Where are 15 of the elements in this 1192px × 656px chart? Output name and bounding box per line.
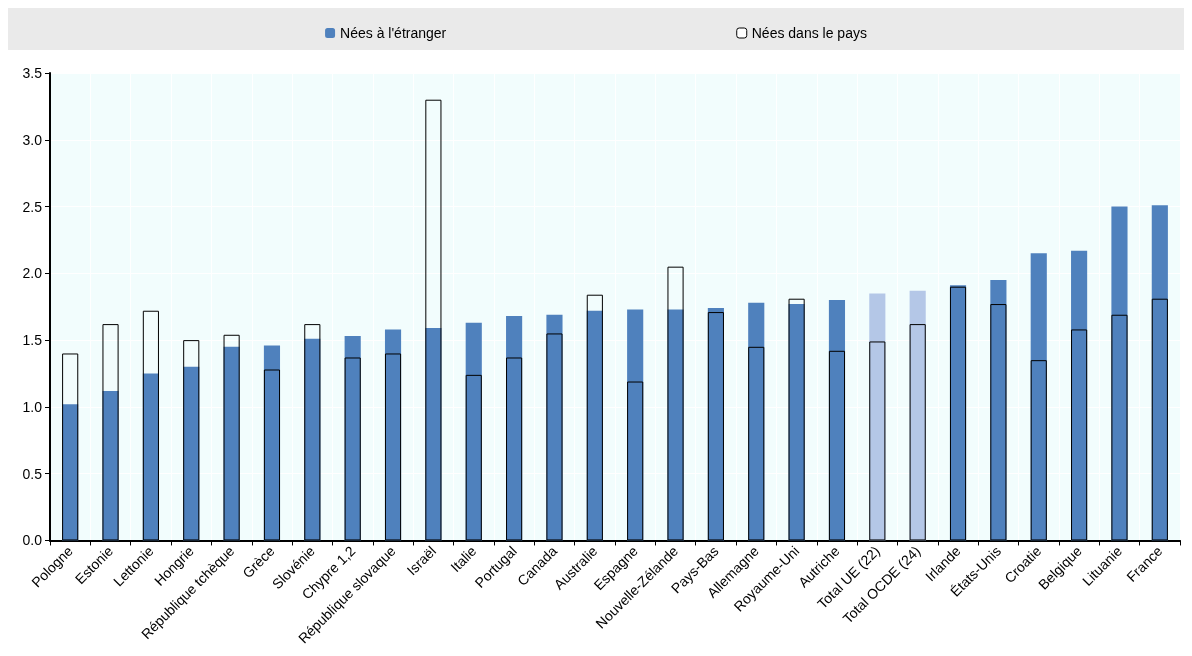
bar [869,293,886,541]
bar [1151,205,1168,541]
y-tick-label: 2.5 [22,198,43,215]
y-tick-label: 1.5 [22,332,43,349]
bar [1030,253,1047,541]
bar [465,322,482,541]
legend-label: Nées à l'étranger [340,25,447,41]
y-tick-label: 3.5 [22,65,43,81]
y-tick-label: 2.0 [22,265,43,282]
bar [1071,250,1088,541]
y-tick-label: 0.5 [22,465,43,482]
legend-label: Nées dans le pays [751,25,867,41]
y-tick-label: 1.0 [22,398,43,415]
y-tick-label: 0.0 [22,532,43,549]
y-tick-label: 3.0 [22,131,43,148]
